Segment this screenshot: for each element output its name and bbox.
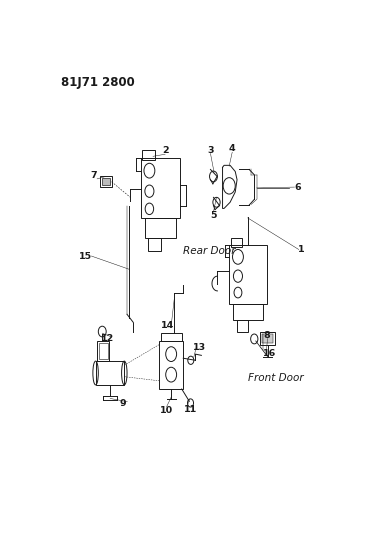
Bar — [261, 332, 275, 345]
Bar — [97, 342, 109, 361]
Bar — [141, 158, 180, 218]
Text: 14: 14 — [161, 321, 174, 330]
Bar — [161, 333, 182, 341]
Text: 4: 4 — [229, 143, 236, 152]
Bar — [96, 361, 124, 385]
Text: 8: 8 — [263, 331, 270, 340]
Bar — [233, 304, 263, 320]
Bar — [231, 238, 243, 247]
Bar — [100, 176, 112, 187]
Text: 9: 9 — [119, 399, 126, 408]
Text: 15: 15 — [79, 252, 92, 261]
Bar — [145, 218, 176, 238]
Text: 11: 11 — [184, 406, 197, 415]
Text: 12: 12 — [101, 334, 114, 343]
Text: Front Door: Front Door — [248, 373, 303, 383]
Text: 6: 6 — [295, 183, 301, 191]
Bar — [262, 334, 273, 343]
Text: 7: 7 — [91, 171, 98, 180]
Text: 13: 13 — [193, 343, 206, 352]
Text: 16: 16 — [263, 349, 276, 358]
Bar — [149, 238, 161, 251]
Bar — [229, 245, 267, 304]
Text: 3: 3 — [207, 146, 214, 155]
Text: 2: 2 — [162, 146, 168, 155]
Bar — [237, 320, 248, 332]
Text: 10: 10 — [160, 406, 173, 415]
Text: 1: 1 — [298, 245, 305, 254]
Text: Rear Door: Rear Door — [183, 246, 235, 256]
Bar — [159, 341, 183, 389]
Bar — [142, 150, 154, 160]
Bar — [102, 179, 110, 185]
Text: 81J71 2800: 81J71 2800 — [61, 76, 135, 89]
Text: 5: 5 — [210, 211, 217, 220]
Bar — [99, 343, 108, 359]
